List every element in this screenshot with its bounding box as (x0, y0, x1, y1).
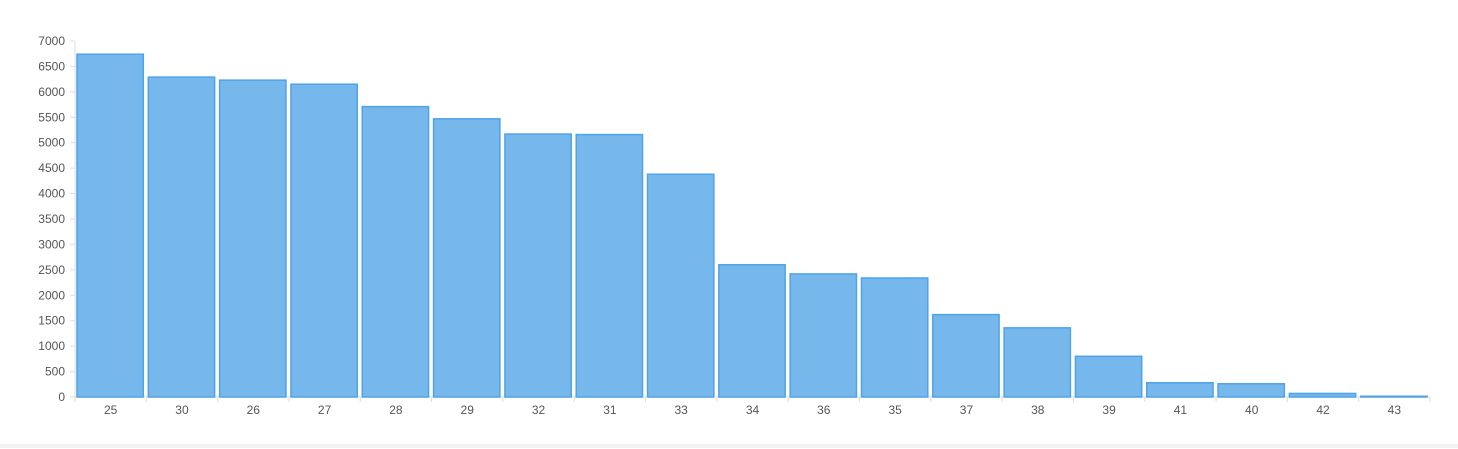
bar-28[interactable] (361, 105, 430, 398)
y-tick-label: 1000 (38, 339, 65, 353)
bar-30[interactable] (147, 76, 216, 398)
bar-43[interactable] (1359, 395, 1428, 398)
x-tick-label: 35 (888, 403, 902, 417)
y-tick-label: 3500 (38, 212, 65, 226)
y-tick-label: 6000 (38, 85, 65, 99)
x-tick-label: 37 (960, 403, 974, 417)
x-tick-label: 43 (1388, 403, 1402, 417)
bars (76, 53, 1428, 398)
y-tick-label: 5000 (38, 136, 65, 150)
bar-36[interactable] (789, 273, 858, 398)
y-tick-label: 5500 (38, 110, 65, 124)
bar-37[interactable] (932, 313, 1000, 398)
y-tick-label: 7000 (38, 34, 65, 48)
y-tick-label: 2000 (38, 288, 65, 302)
x-tick-label: 32 (532, 403, 546, 417)
x-tick-label: 36 (817, 403, 831, 417)
bar-29[interactable] (432, 118, 501, 398)
x-tick-label: 27 (318, 403, 332, 417)
bar-35[interactable] (860, 277, 929, 398)
y-tick-label: 6500 (38, 59, 65, 73)
y-tick-label: 4500 (38, 161, 65, 175)
bar-31[interactable] (575, 133, 644, 398)
bar-34[interactable] (718, 264, 786, 398)
bar-32[interactable] (504, 133, 572, 398)
x-tick-label: 40 (1245, 403, 1259, 417)
x-tick-label: 26 (247, 403, 261, 417)
x-tick-label: 31 (603, 403, 617, 417)
bar-38[interactable] (1003, 327, 1072, 398)
x-tick-label: 42 (1316, 403, 1330, 417)
x-tick-label: 30 (175, 403, 189, 417)
y-tick-label: 3000 (38, 237, 65, 251)
bar-26[interactable] (218, 79, 287, 398)
y-tick-label: 1500 (38, 314, 65, 328)
bar-39[interactable] (1074, 355, 1143, 398)
bar-40[interactable] (1217, 383, 1286, 398)
bar-27[interactable] (290, 83, 359, 398)
bar-25[interactable] (76, 53, 145, 398)
bar-42[interactable] (1288, 392, 1357, 398)
x-tick-label: 33 (675, 403, 689, 417)
x-tick-label: 29 (461, 403, 475, 417)
y-tick-label: 2500 (38, 263, 65, 277)
bar-41[interactable] (1145, 382, 1214, 398)
y-axis: 0 500 1000 1500 2000 2500 3000 3500 4000 4500 5000… (38, 34, 76, 404)
x-tick-label: 38 (1031, 403, 1045, 417)
y-tick-label: 500 (45, 365, 65, 379)
x-tick-label: 34 (746, 403, 760, 417)
y-tick-label: 0 (58, 390, 65, 404)
x-tick-label: 41 (1174, 403, 1188, 417)
bottom-border (0, 444, 1458, 448)
x-tick-label: 28 (389, 403, 403, 417)
x-axis: 25 30 26 27 28 29 32 31 33 34 36 35 37 38 39 41 40 42 43 (74, 396, 1431, 417)
x-tick-label: 25 (104, 403, 118, 417)
y-tick-label: 4000 (38, 187, 65, 201)
x-tick-label: 39 (1102, 403, 1116, 417)
bar-33[interactable] (646, 173, 715, 398)
